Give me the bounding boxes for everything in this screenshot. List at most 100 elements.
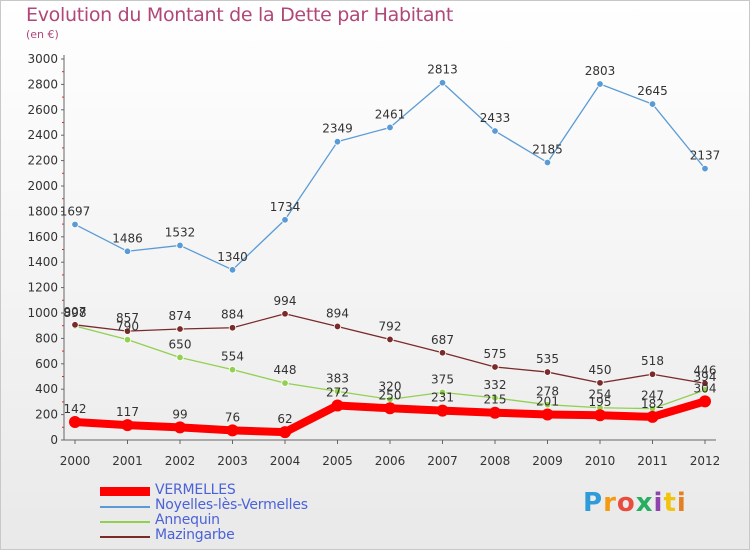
legend-swatch [100,487,150,496]
data-label: 448 [274,363,297,377]
data-label: 250 [379,388,402,402]
legend-swatch [100,536,150,538]
data-label: 650 [169,337,192,351]
data-point [438,349,447,357]
data-point [71,220,79,229]
data-label: 1697 [60,204,91,218]
data-label: 874 [169,309,192,323]
data-point [228,266,237,274]
data-point [701,164,709,173]
legend-swatch [100,521,150,523]
data-label: 320 [379,379,402,393]
data-label: 2349 [322,122,353,136]
data-point [384,402,396,415]
data-label: 575 [484,347,507,361]
logo-letter: P [583,488,604,518]
data-point [228,365,237,374]
data-label: 446 [694,363,717,377]
data-label: 272 [326,385,349,399]
data-point [543,400,552,409]
data-label: 535 [536,352,559,366]
x-tick-label: 2004 [270,454,301,468]
data-label: 884 [221,308,244,322]
y-tick-label: 2200 [27,154,58,168]
data-point [121,419,134,432]
data-point [386,123,394,132]
data-label: 687 [431,333,454,347]
y-tick-label: 1400 [27,255,58,269]
data-point [228,324,237,332]
data-label: 201 [536,394,559,408]
data-point [699,395,711,408]
data-label: 907 [64,305,87,319]
data-point [386,335,394,344]
data-label: 99 [172,407,187,421]
x-tick-label: 2002 [165,454,196,468]
data-point [594,409,606,422]
logo-letter: o [616,488,636,518]
data-point [176,241,184,250]
chart-subtitle: (en €) [26,28,59,41]
y-tick-label: 2400 [27,128,58,142]
data-point [281,216,289,224]
data-point [646,410,659,423]
data-point [281,310,289,318]
data-point [174,421,186,434]
y-tick-label: 2000 [27,179,58,193]
data-label: 518 [641,354,664,368]
data-point [333,322,342,331]
x-tick-label: 2012 [690,454,721,468]
data-label: 894 [326,306,349,320]
data-point [331,399,344,412]
y-tick-label: 800 [35,331,58,345]
data-point [491,363,499,371]
data-label: 332 [484,378,507,392]
logo-letter: x [635,488,654,518]
y-tick-label: 200 [35,408,58,422]
data-point [648,100,657,108]
data-label: 76 [225,410,240,424]
data-label: 790 [116,320,139,334]
data-point [491,394,499,402]
y-tick-label: 1800 [27,204,58,218]
data-label: 2813 [427,63,458,77]
legend-swatch [100,506,150,508]
logo-letter: t [663,488,677,518]
data-point [701,379,709,388]
data-point [489,406,501,419]
y-tick-label: 0 [50,433,58,447]
y-tick-label: 3000 [27,52,58,66]
data-label: 383 [326,371,349,385]
data-point [648,370,657,378]
data-label: 2433 [480,111,511,125]
data-point [436,404,449,417]
y-tick-label: 400 [35,382,58,396]
data-label: 994 [274,294,297,308]
data-point [543,368,552,376]
data-point [541,408,554,421]
legend-label: Noyelles-lès-Vermelles [155,497,308,513]
x-tick-label: 2011 [637,454,668,468]
x-tick-label: 2001 [112,454,143,468]
data-point [333,387,342,396]
data-point [333,137,342,146]
data-label: 254 [589,388,612,402]
data-label: 1486 [112,231,143,245]
data-label: 304 [694,381,717,395]
logo-letter: i [676,488,687,518]
data-label: 394 [694,370,717,384]
data-label: 1734 [270,200,301,214]
data-label: 1340 [217,250,248,264]
data-label: 142 [64,402,87,416]
data-label: 2461 [375,107,406,121]
data-point [123,335,132,344]
x-tick-label: 2000 [60,454,91,468]
x-tick-label: 2009 [532,454,563,468]
data-label: 375 [431,372,454,386]
chart-title: Evolution du Montant de la Dette par Hab… [26,4,454,26]
legend-label: Mazingarbe [155,527,235,543]
data-label: 792 [379,319,402,333]
data-label: 554 [221,350,244,364]
